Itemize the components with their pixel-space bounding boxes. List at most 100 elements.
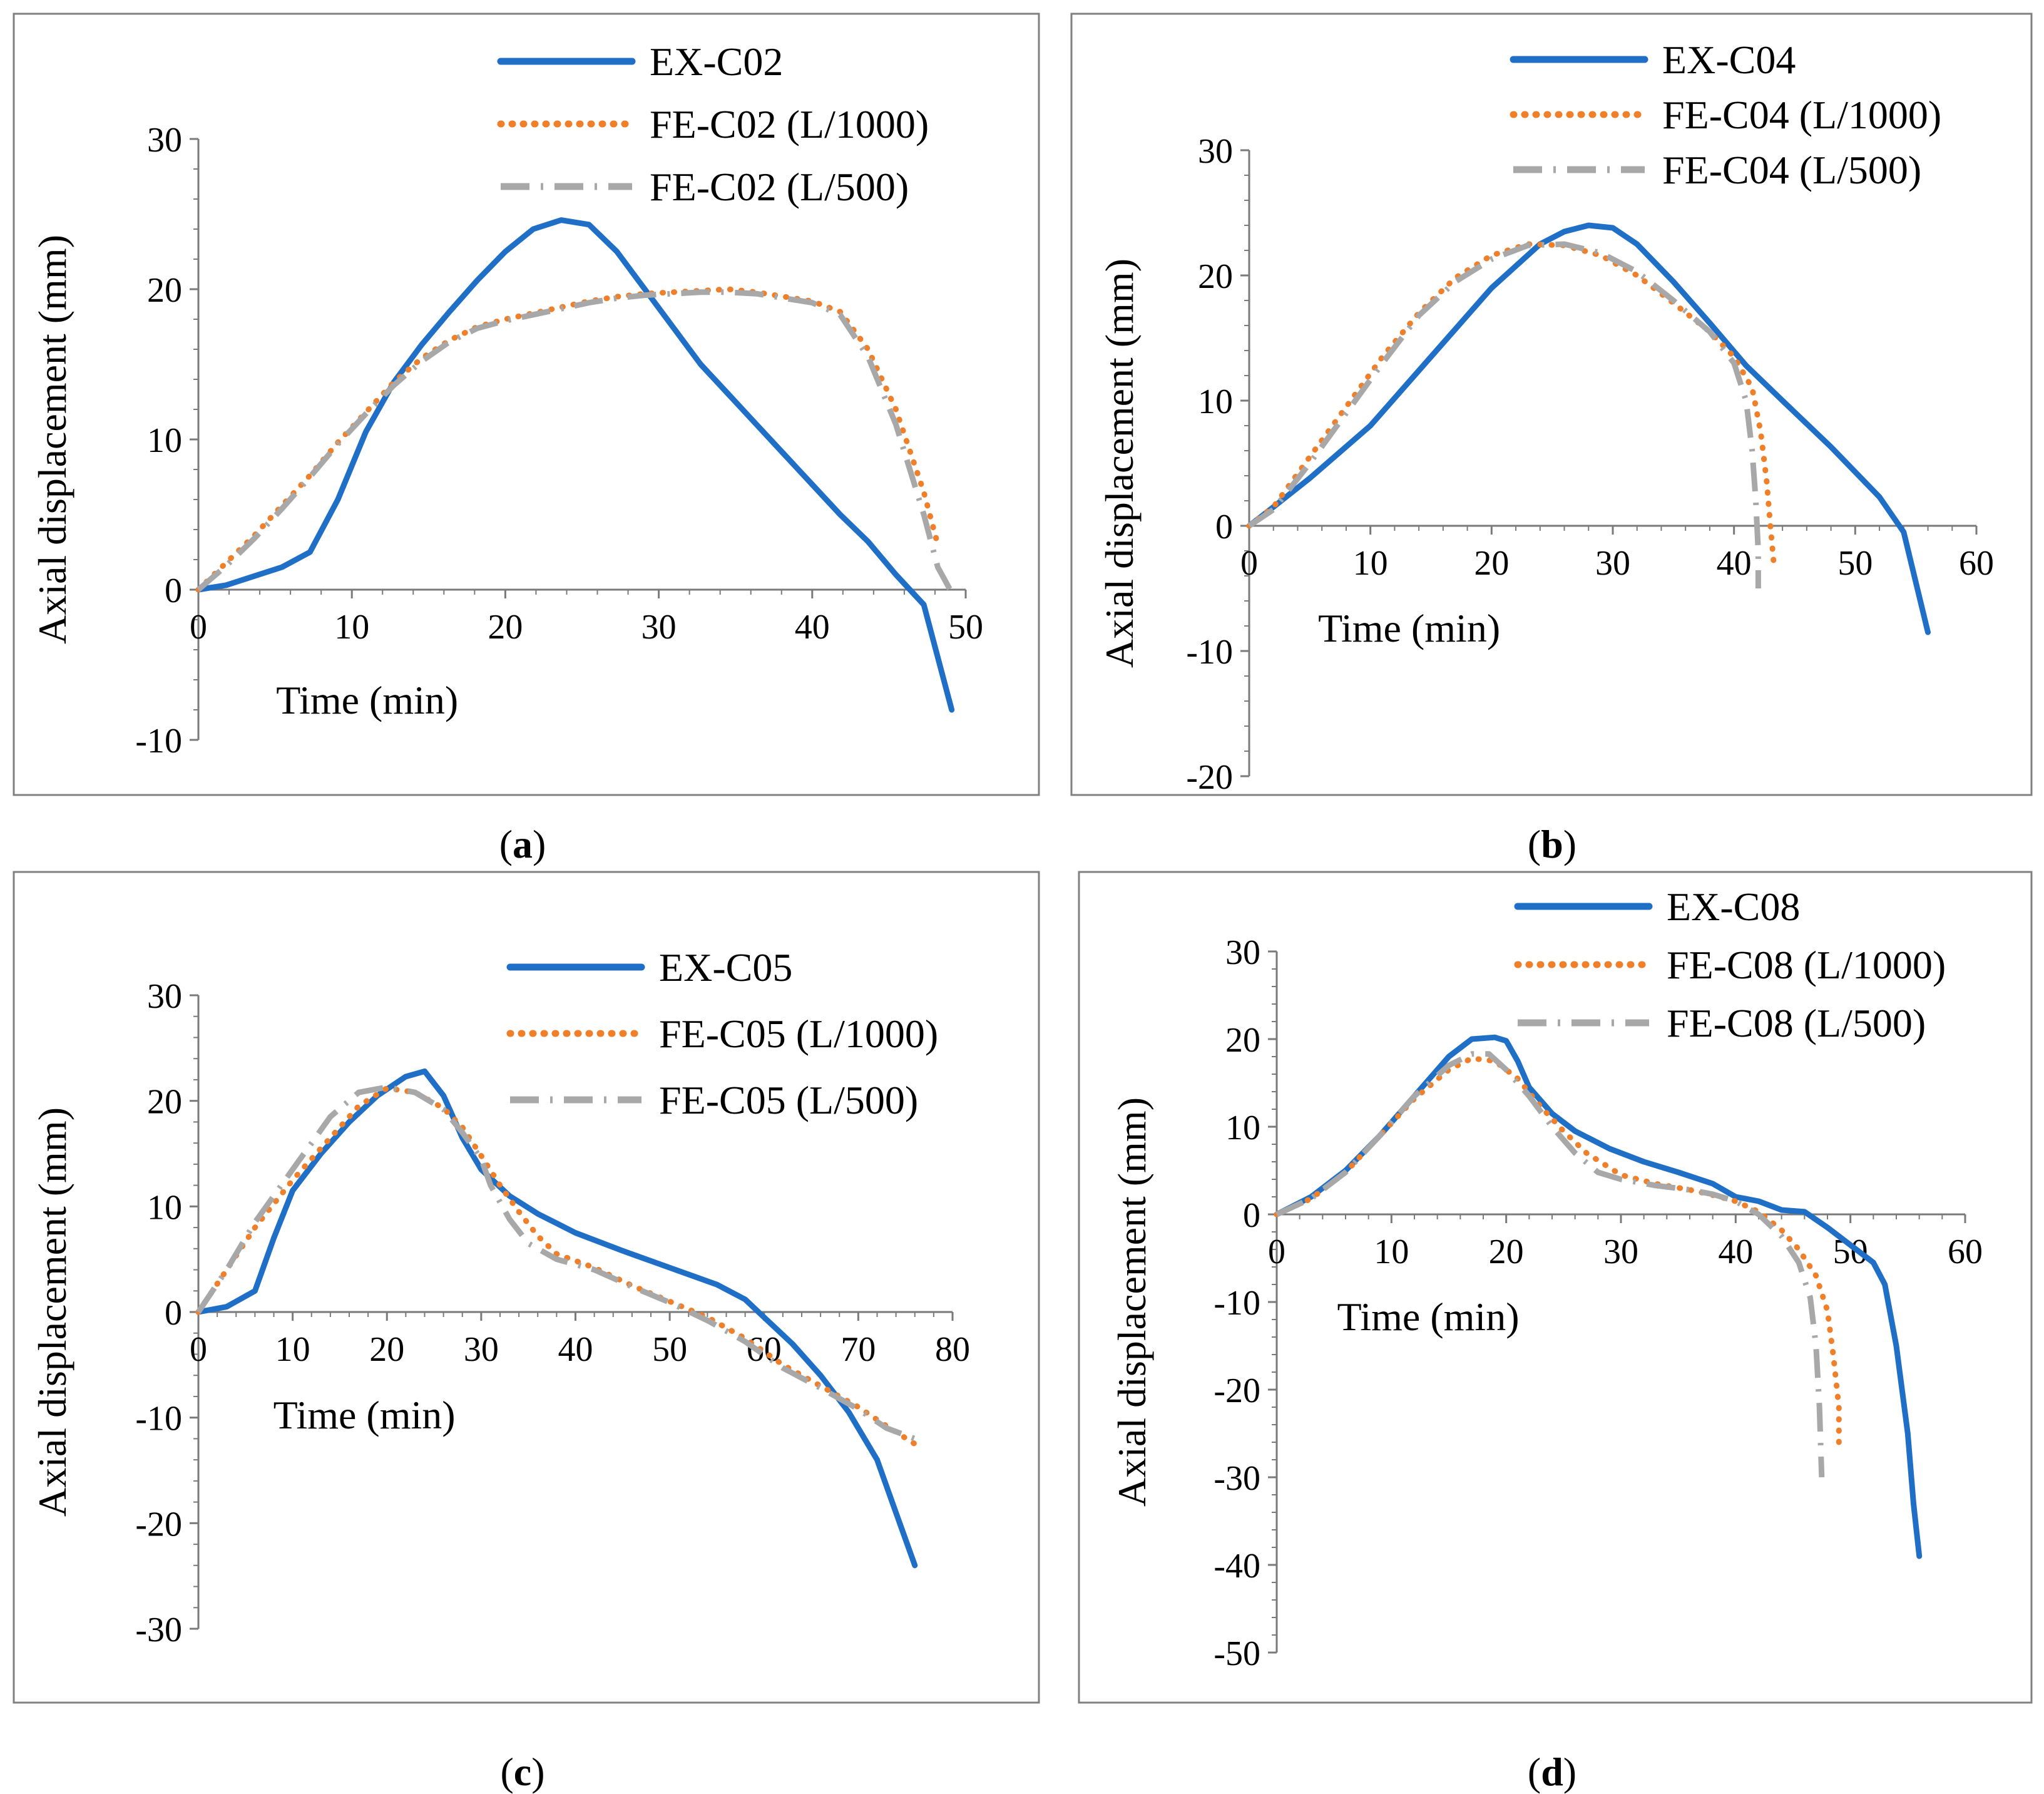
caption-close: ) [533, 822, 546, 866]
chart-b: -20 -10 0 10 20 30 0 10 20 30 40 50 60 Time (min) Axia… [1097, 38, 1994, 866]
x-axis-label: Time (min) [1337, 1294, 1520, 1339]
panel-frame-a [13, 13, 1040, 796]
y-tick-label: 10 [147, 421, 182, 460]
series-line-dotted [195, 1085, 918, 1447]
y-tick-label: 20 [1198, 257, 1233, 296]
x-tick-label: 80 [935, 1330, 970, 1369]
x-tick-label: 0 [1240, 544, 1258, 583]
x-tick-label: 0 [190, 608, 207, 647]
caption-close: ) [1563, 822, 1576, 866]
x-tick-label: 20 [1474, 544, 1509, 583]
y-axis-label: Axial displacement (mm) [1110, 1097, 1154, 1507]
caption-letter: c [514, 1750, 531, 1794]
series-line-dashdot [1247, 241, 1761, 588]
caption-letter: a [513, 822, 533, 866]
caption-letter: d [1541, 1750, 1563, 1794]
series-line-solid [195, 1068, 918, 1569]
x-tick-label: 20 [488, 608, 523, 647]
y-tick-label: -10 [1214, 1284, 1260, 1323]
caption-letter: b [1541, 822, 1563, 866]
x-tick-label: 50 [948, 608, 983, 647]
y-tick-label: 10 [147, 1188, 182, 1227]
legend-label: EX-C02 [650, 39, 783, 84]
panel-frame-d [1078, 871, 2033, 1704]
legend-label: EX-C04 [1662, 38, 1796, 82]
series-line-dotted [1246, 241, 1777, 569]
y-axis-label: Axial displacement (mm) [30, 235, 74, 644]
series-line-dotted [195, 286, 941, 593]
legend-label: FE-C05 (L/500) [659, 1078, 918, 1122]
x-axis-label: Time (min) [276, 678, 458, 722]
x-tick-label: 30 [641, 608, 677, 647]
x-tick-label: 60 [1948, 1233, 1983, 1271]
x-tick-label: 50 [652, 1330, 687, 1369]
legend-label: FE-C04 (L/500) [1662, 148, 1921, 192]
x-tick-label: 20 [1489, 1233, 1524, 1271]
x-tick-label: 40 [558, 1330, 593, 1369]
y-tick-label: 20 [147, 271, 182, 310]
legend-label: FE-C08 (L/500) [1667, 1001, 1926, 1045]
chart-a: -10 0 10 20 30 0 10 20 30 40 50 Time (min) Axial dis… [30, 39, 983, 866]
series-line-solid [1274, 1034, 1923, 1559]
y-tick-label: -50 [1214, 1634, 1260, 1673]
x-tick-label: 0 [1268, 1233, 1285, 1271]
x-tick-label: 10 [275, 1330, 310, 1369]
x-tick-label: 30 [464, 1330, 499, 1369]
y-tick-label: -30 [1214, 1459, 1260, 1498]
y-tick-label: 20 [147, 1083, 182, 1122]
x-tick-label: 40 [1718, 1233, 1753, 1271]
series-line-solid [1246, 222, 1931, 635]
x-tick-label: 60 [1959, 544, 1994, 583]
x-tick-label: 40 [795, 608, 830, 647]
y-tick-label: 10 [1198, 382, 1233, 421]
legend-label: FE-C05 (L/1000) [659, 1012, 938, 1056]
y-tick-label: 0 [1243, 1196, 1260, 1235]
legend-label: EX-C08 [1667, 884, 1800, 929]
series-line-dashdot [197, 289, 954, 594]
y-tick-label: -10 [1186, 633, 1233, 672]
series-line-solid [195, 217, 955, 713]
y-tick-label: -10 [135, 722, 182, 761]
y-tick-label: 30 [1225, 933, 1260, 972]
y-tick-label: 10 [1225, 1109, 1260, 1147]
caption-open: ( [500, 1750, 513, 1794]
x-tick-label: 50 [1837, 544, 1873, 583]
series-line-dashdot [196, 1084, 916, 1442]
legend-label: EX-C05 [659, 945, 792, 990]
x-tick-label: 70 [841, 1330, 876, 1369]
y-tick-label: 30 [147, 121, 182, 160]
y-axis-label: Axial displacement (mm) [1097, 259, 1142, 668]
x-tick-label: 30 [1603, 1233, 1638, 1271]
y-tick-label: 20 [1225, 1021, 1260, 1060]
legend-label: FE-C02 (L/500) [650, 165, 909, 209]
y-tick-label: -20 [1186, 758, 1233, 797]
x-tick-label: 20 [369, 1330, 404, 1369]
panel-caption: (d) [1528, 1750, 1576, 1794]
series-line-dashdot [1275, 1051, 1825, 1478]
x-tick-label: 40 [1717, 544, 1752, 583]
y-tick-label: -30 [135, 1611, 182, 1649]
x-axis-label: Time (min) [1318, 606, 1500, 650]
y-tick-label: 30 [147, 977, 182, 1016]
y-tick-label: 0 [165, 1294, 182, 1333]
x-tick-label: 10 [1374, 1233, 1409, 1271]
y-axis-label: Axial displacement (mm) [30, 1107, 74, 1517]
caption-open: ( [1528, 1750, 1541, 1794]
y-tick-label: -10 [135, 1400, 182, 1438]
panel-caption: (b) [1528, 822, 1576, 866]
caption-open: ( [1528, 822, 1541, 866]
legend-label: FE-C08 (L/1000) [1667, 943, 1946, 987]
legend-label: FE-C04 (L/1000) [1662, 93, 1941, 137]
panel-frame-b [1070, 13, 2033, 796]
caption-close: ) [531, 1750, 544, 1794]
y-tick-label: 0 [165, 572, 182, 610]
x-axis-label: Time (min) [273, 1393, 456, 1437]
x-tick-label: 10 [334, 608, 369, 647]
x-tick-label: 30 [1595, 544, 1630, 583]
caption-close: ) [1563, 1750, 1576, 1794]
y-tick-label: -20 [1214, 1371, 1260, 1410]
panel-caption: (a) [499, 822, 546, 866]
